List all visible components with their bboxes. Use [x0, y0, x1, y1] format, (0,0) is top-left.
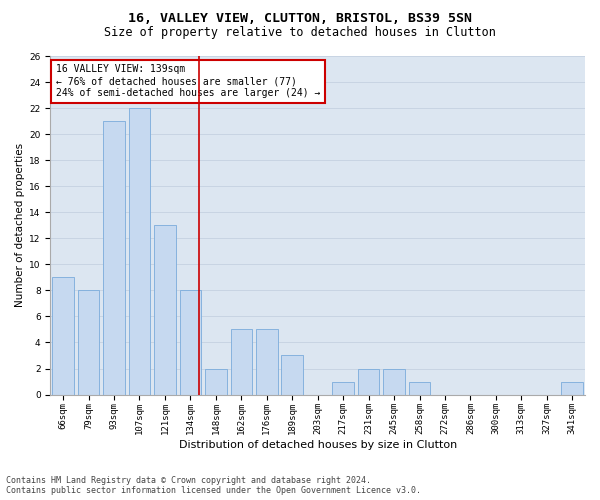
Bar	[409, 382, 430, 394]
Bar	[562, 382, 583, 394]
Bar	[103, 121, 125, 394]
Bar	[230, 330, 252, 394]
Bar	[358, 368, 379, 394]
Bar	[154, 226, 176, 394]
Bar	[256, 330, 278, 394]
Text: 16, VALLEY VIEW, CLUTTON, BRISTOL, BS39 5SN: 16, VALLEY VIEW, CLUTTON, BRISTOL, BS39 …	[128, 12, 472, 26]
Text: 16 VALLEY VIEW: 139sqm
← 76% of detached houses are smaller (77)
24% of semi-det: 16 VALLEY VIEW: 139sqm ← 76% of detached…	[56, 64, 320, 98]
Bar	[332, 382, 354, 394]
X-axis label: Distribution of detached houses by size in Clutton: Distribution of detached houses by size …	[179, 440, 457, 450]
Y-axis label: Number of detached properties: Number of detached properties	[15, 143, 25, 308]
Bar	[281, 356, 303, 395]
Bar	[383, 368, 405, 394]
Text: Size of property relative to detached houses in Clutton: Size of property relative to detached ho…	[104, 26, 496, 39]
Text: Contains HM Land Registry data © Crown copyright and database right 2024.
Contai: Contains HM Land Registry data © Crown c…	[6, 476, 421, 495]
Bar	[52, 278, 74, 394]
Bar	[128, 108, 151, 395]
Bar	[205, 368, 227, 394]
Bar	[78, 290, 100, 395]
Bar	[179, 290, 201, 395]
